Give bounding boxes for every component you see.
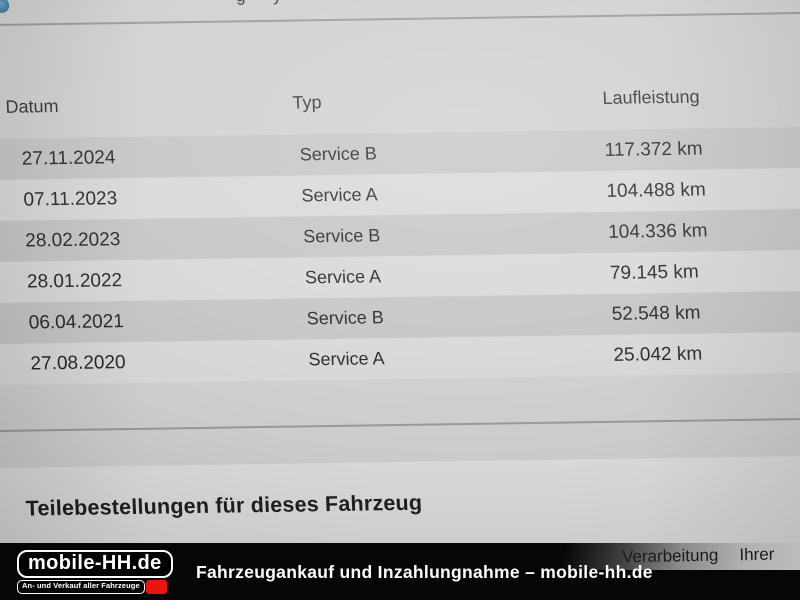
cell-datum: 27.08.2020 xyxy=(30,351,127,374)
cell-laufleistung: 25.042 km xyxy=(613,343,703,366)
cell-datum: 28.01.2022 xyxy=(26,269,123,293)
cell-typ: Service A xyxy=(301,184,378,206)
cell-laufleistung: 104.488 km xyxy=(605,178,707,202)
cell-typ: Service A xyxy=(308,348,385,370)
overlay-word: Ihrer xyxy=(738,544,775,565)
service-history-header-row: Datum Typ Laufleistung xyxy=(0,79,800,124)
cell-datum: 28.02.2023 xyxy=(24,228,121,252)
column-header-datum: Datum xyxy=(5,95,59,117)
column-header-typ: Typ xyxy=(292,91,322,113)
cell-datum: 06.04.2021 xyxy=(28,310,125,334)
cell-datum: 07.11.2023 xyxy=(23,187,118,211)
column-header-laufleistung: Laufleistung xyxy=(602,86,700,108)
banner-tagline: Fahrzeugankauf und Inzahlungnahme – mobi… xyxy=(196,562,653,582)
service-history-table: 27.11.2024 Service B 117.372 km 07.11.20… xyxy=(0,126,800,386)
section-heading: Teilebestellungen für dieses Fahrzeug xyxy=(25,490,423,521)
cut-off-text: g xyxy=(236,0,246,6)
cell-typ: Service A xyxy=(304,266,382,288)
cell-laufleistung: 104.336 km xyxy=(607,219,708,243)
cell-typ: Service B xyxy=(302,225,381,247)
cell-datum: 27.11.2024 xyxy=(21,146,116,170)
cell-typ: Service B xyxy=(306,307,385,329)
cut-off-text: y xyxy=(272,0,281,6)
cell-laufleistung: 79.145 km xyxy=(609,261,700,284)
section-divider-line xyxy=(0,417,800,432)
cell-laufleistung: 52.548 km xyxy=(611,302,701,325)
mobile-hh-logo: mobile-HH.de xyxy=(17,550,173,578)
cell-laufleistung: 117.372 km xyxy=(604,138,704,161)
logo-subtitle-badge: An- und Verkauf aller Fahrzeuge xyxy=(17,580,145,594)
red-badge-icon xyxy=(146,580,167,594)
watermark-banner: Verarbeitung Ihrer mobile-HH.de An- und … xyxy=(0,543,800,600)
banner-fade-strip: Verarbeitung Ihrer xyxy=(550,543,800,570)
cell-typ: Service B xyxy=(299,143,378,165)
blue-dot-icon xyxy=(0,0,10,13)
top-divider-line xyxy=(0,11,800,26)
